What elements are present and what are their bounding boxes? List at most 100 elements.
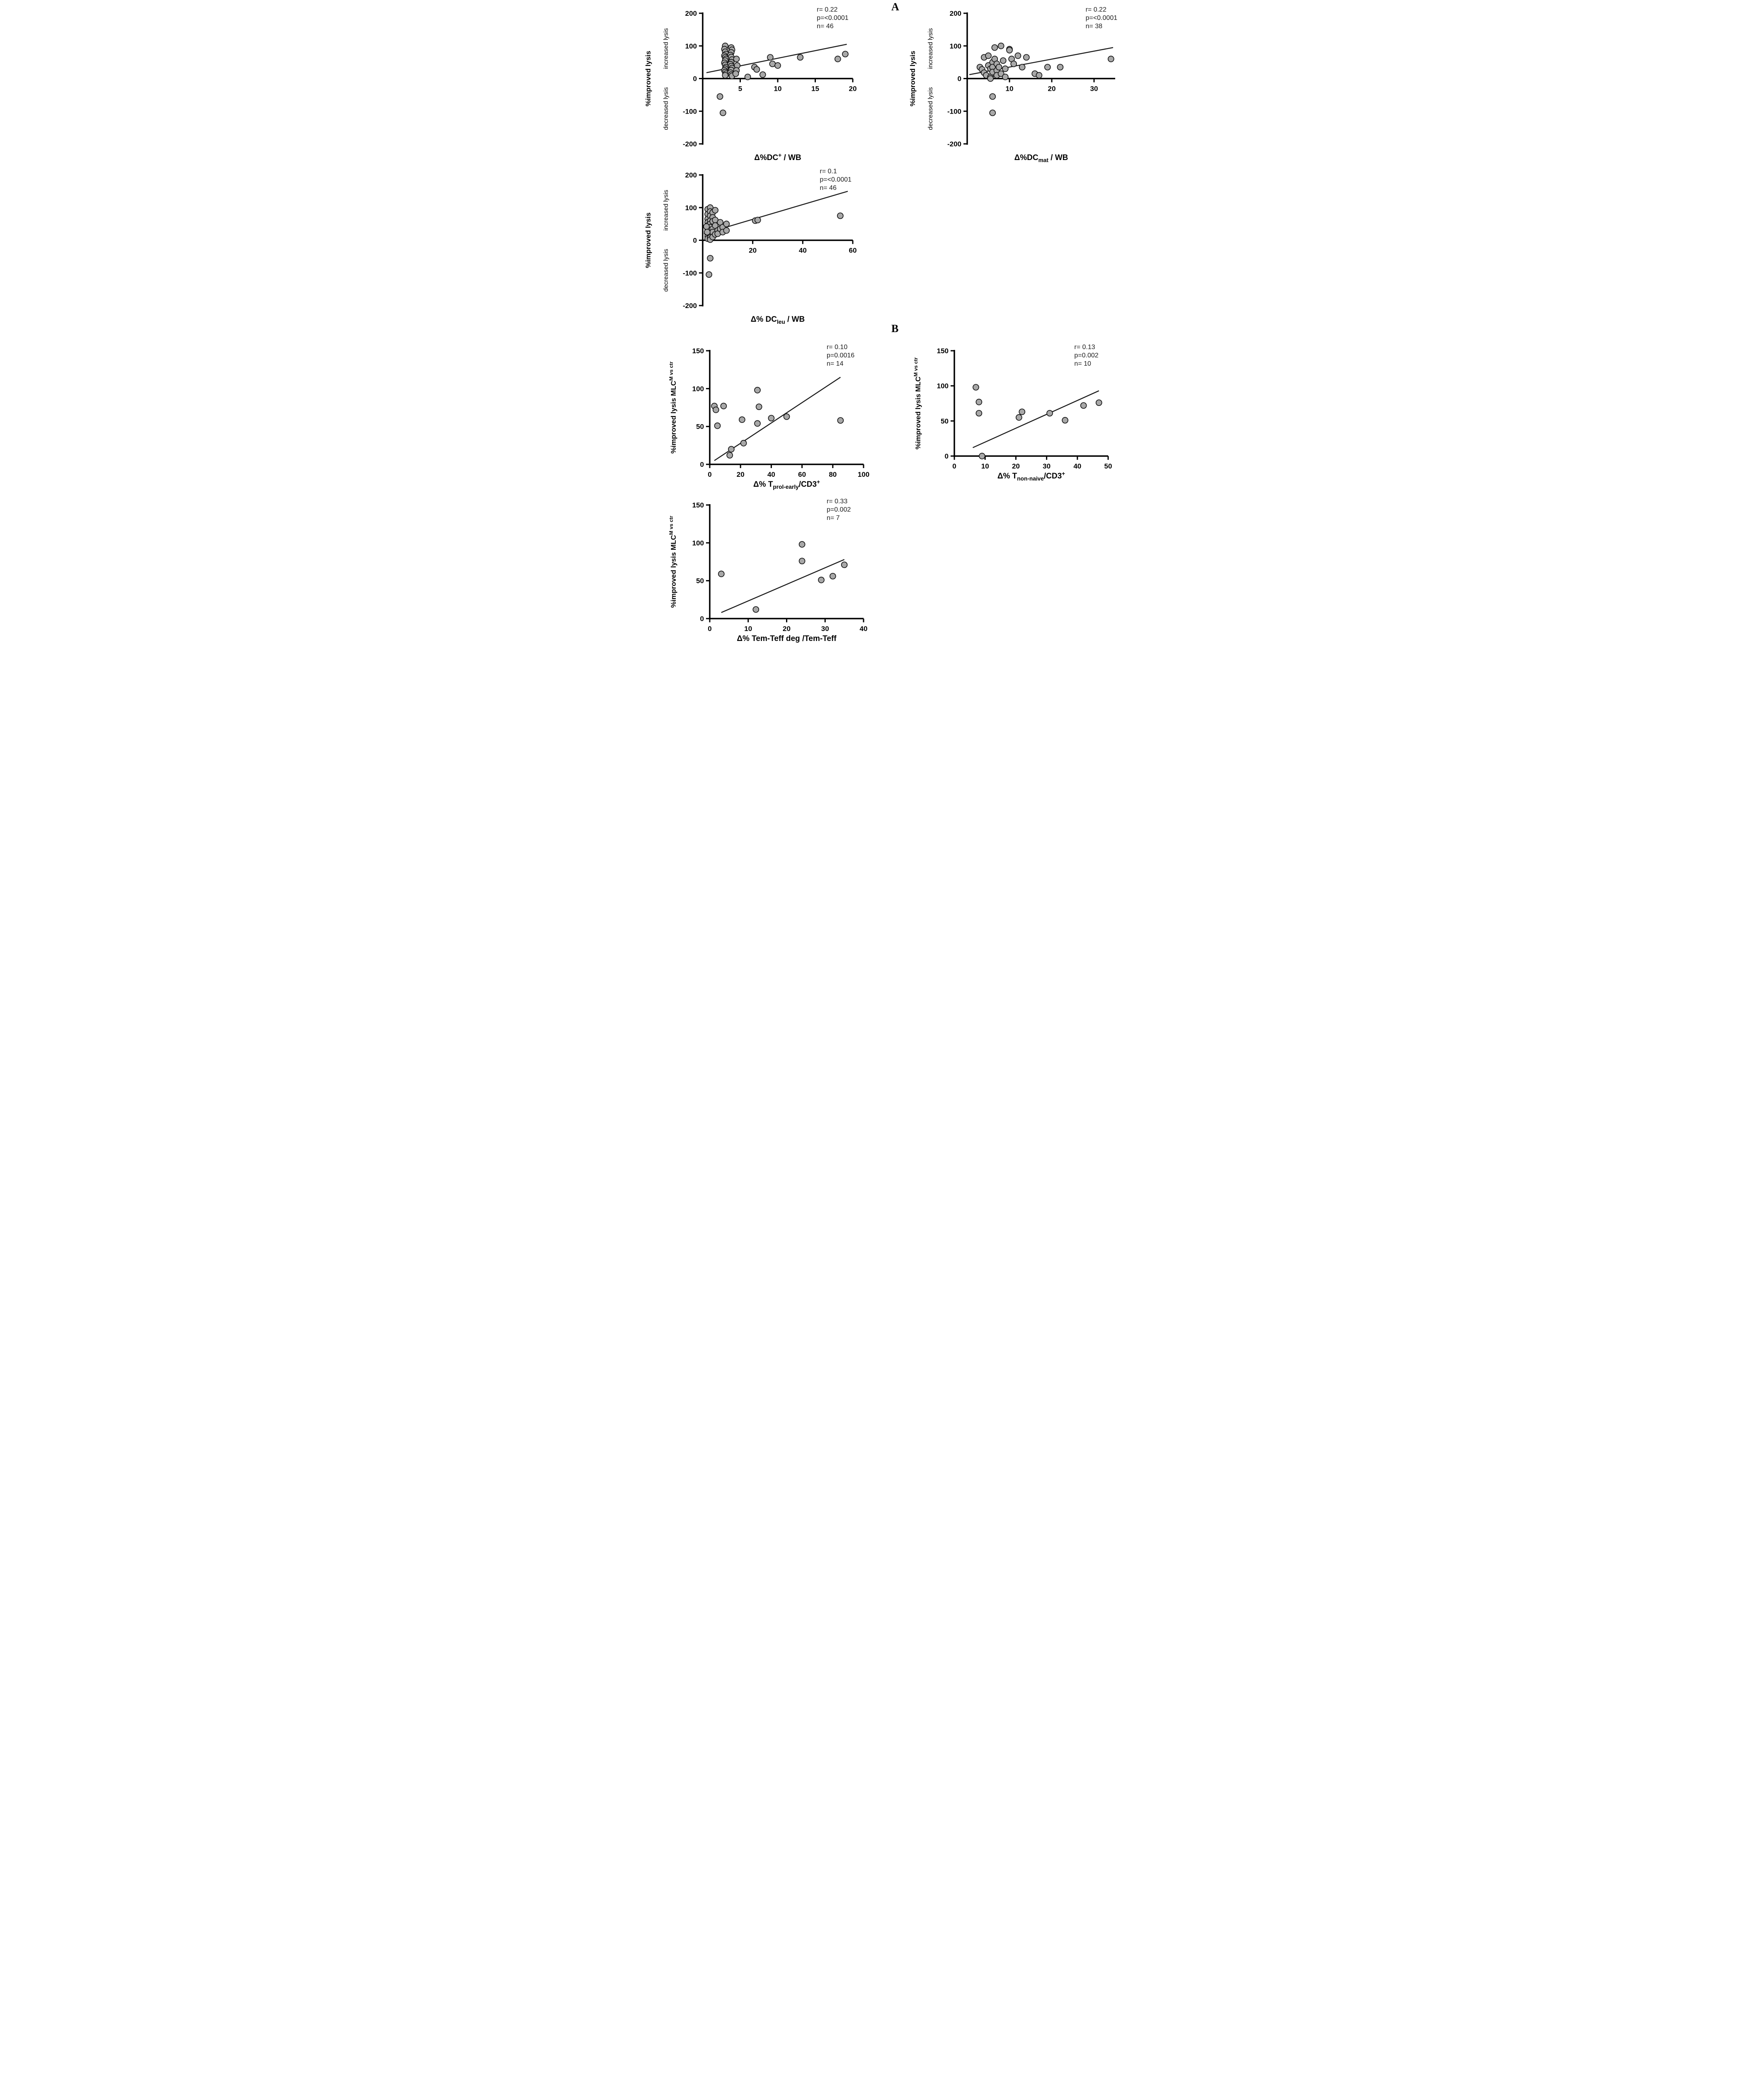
data-point bbox=[834, 56, 841, 63]
data-point bbox=[1002, 66, 1009, 72]
scatter-dc-plus-wb: -200 -100 0 100 200 5 10 15 20 r= 0.22 p=<0.0001 n=… bbox=[641, 4, 860, 167]
data-point bbox=[841, 561, 848, 568]
x-tick-label: 40 bbox=[767, 471, 775, 478]
data-point bbox=[995, 64, 1002, 70]
y-axis-decreased-label: decreased lysis bbox=[927, 87, 934, 130]
data-point bbox=[1002, 73, 1009, 80]
x-tick-label: 60 bbox=[798, 471, 806, 478]
data-point bbox=[754, 387, 761, 393]
data-point bbox=[1019, 408, 1026, 415]
y-tick-label: 50 bbox=[696, 423, 704, 431]
stats-annotation: n= 46 bbox=[817, 23, 834, 30]
stats-annotation: p=<0.0001 bbox=[817, 15, 849, 22]
data-point bbox=[707, 255, 713, 262]
data-point bbox=[716, 93, 723, 100]
stats-annotation: r= 0.13 bbox=[1074, 344, 1095, 351]
x-tick-label: 5 bbox=[738, 85, 742, 93]
data-point bbox=[978, 453, 985, 459]
y-tick-label: 50 bbox=[696, 577, 704, 585]
data-point bbox=[718, 570, 725, 578]
figure-page: A B -200 -100 0 100 200 5 10 15 20 r= 0.22 p=<0.00… bbox=[641, 0, 1123, 648]
trend-line bbox=[721, 559, 845, 613]
data-point bbox=[989, 93, 996, 100]
data-point bbox=[703, 223, 710, 230]
data-point bbox=[798, 558, 806, 565]
stats-annotation: n= 46 bbox=[820, 184, 837, 192]
x-tick-label: 80 bbox=[829, 471, 837, 478]
y-tick-label: 50 bbox=[941, 417, 949, 425]
data-point bbox=[987, 75, 994, 82]
x-axis-label: Δ% DCleu / WB bbox=[751, 315, 805, 325]
data-point bbox=[1006, 47, 1013, 53]
y-tick-label: 0 bbox=[700, 461, 704, 468]
x-tick-label: 10 bbox=[981, 462, 989, 470]
y-tick-label: -200 bbox=[683, 302, 697, 310]
data-point bbox=[975, 398, 983, 405]
data-point bbox=[728, 446, 735, 453]
y-tick-label: -200 bbox=[683, 140, 697, 148]
x-tick-label: 30 bbox=[821, 625, 829, 633]
data-point bbox=[732, 70, 739, 77]
stats-annotation: n= 38 bbox=[1086, 23, 1103, 30]
y-axis-label: %improved lysis bbox=[909, 51, 917, 106]
data-point bbox=[723, 221, 730, 227]
y-tick-label: 0 bbox=[958, 75, 961, 83]
data-point bbox=[837, 417, 844, 424]
scatter-t-prol-early: 0 50 100 150 0 20 40 60 80 100 r= 0.10 p=0.0016 n= 1… bbox=[663, 339, 873, 493]
data-point bbox=[744, 73, 751, 80]
y-tick-label: 200 bbox=[685, 171, 697, 179]
data-point bbox=[1080, 402, 1087, 409]
stats-annotation: r= 0.1 bbox=[820, 168, 837, 175]
stats-annotation: p=0.0016 bbox=[827, 352, 854, 359]
y-axis-label: %improved lysis MLCM vs ctr bbox=[913, 357, 922, 449]
x-tick-label: 40 bbox=[1073, 462, 1081, 470]
data-point bbox=[714, 422, 721, 429]
stats-annotation: n= 10 bbox=[1074, 360, 1091, 367]
x-tick-label: 10 bbox=[774, 85, 782, 93]
stats-annotation: r= 0.33 bbox=[827, 498, 847, 505]
y-axis-label: %improved lysis bbox=[644, 51, 652, 106]
y-axis-label: %improved lysis MLCM vs ctr bbox=[668, 362, 677, 454]
data-point bbox=[837, 212, 844, 219]
panel-label-b: B bbox=[891, 323, 899, 335]
y-tick-label: 100 bbox=[692, 539, 704, 547]
data-point bbox=[1057, 64, 1064, 70]
y-tick-label: 100 bbox=[685, 204, 697, 212]
x-tick-label: 20 bbox=[849, 85, 857, 93]
data-point bbox=[991, 44, 998, 51]
y-tick-label: -100 bbox=[947, 107, 961, 115]
data-point bbox=[752, 606, 759, 613]
data-point bbox=[1019, 64, 1026, 70]
x-axis-label: Δ%DCmat / WB bbox=[1014, 153, 1068, 163]
y-tick-label: -100 bbox=[683, 269, 697, 277]
x-axis-label: Δ%DC+ / WB bbox=[754, 152, 801, 162]
data-point bbox=[1046, 410, 1053, 417]
data-point bbox=[1044, 64, 1051, 70]
data-point bbox=[1023, 54, 1030, 61]
data-point bbox=[704, 228, 711, 235]
stats-annotation: n= 7 bbox=[827, 515, 840, 522]
data-point bbox=[997, 70, 1005, 77]
x-tick-label: 50 bbox=[1104, 462, 1112, 470]
data-point bbox=[768, 415, 775, 422]
data-point bbox=[722, 72, 729, 79]
y-tick-label: 100 bbox=[937, 382, 949, 390]
data-point bbox=[739, 416, 745, 423]
data-point bbox=[754, 216, 761, 223]
data-point bbox=[753, 66, 760, 73]
y-tick-label: 150 bbox=[937, 347, 949, 355]
data-point bbox=[997, 42, 1005, 49]
y-tick-label: 100 bbox=[950, 42, 961, 50]
data-point bbox=[774, 62, 781, 69]
x-tick-label: 10 bbox=[1006, 85, 1014, 93]
data-point bbox=[733, 56, 740, 63]
x-tick-label: 20 bbox=[783, 625, 791, 633]
data-point bbox=[1014, 52, 1022, 59]
data-point bbox=[1036, 72, 1043, 79]
data-point bbox=[1062, 417, 1068, 424]
x-tick-label: 40 bbox=[799, 247, 807, 255]
trend-line bbox=[973, 390, 1099, 448]
y-axis-label: %improved lysis MLCM vs ctr bbox=[668, 516, 677, 608]
data-point bbox=[755, 403, 762, 410]
